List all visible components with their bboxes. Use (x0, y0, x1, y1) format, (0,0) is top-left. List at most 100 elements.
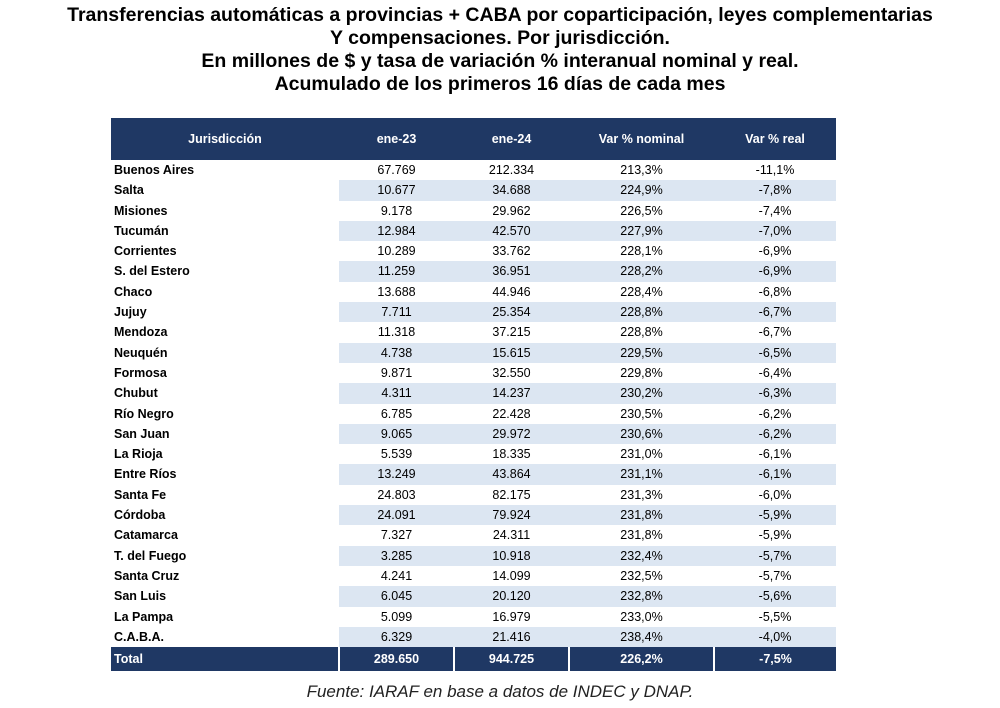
cell-jurisdiccion: Santa Cruz (111, 565, 339, 587)
cell-var-nominal: 227,9% (569, 220, 714, 242)
table-row: Río Negro 6.785 22.428 230,5% -6,2% (111, 403, 836, 424)
table-row: Córdoba 24.091 79.924 231,8% -5,9% (111, 505, 836, 526)
table-row: Mendoza 11.318 37.215 228,8% -6,7% (111, 322, 836, 343)
cell-jurisdiccion: T. del Fuego (111, 545, 339, 566)
report-title: Transferencias automáticas a provincias … (0, 4, 1000, 96)
title-line-4: Acumulado de los primeros 16 días de cad… (274, 73, 726, 95)
cell-ene-23: 4.311 (339, 383, 454, 404)
cell-var-nominal: 231,8% (569, 505, 714, 526)
cell-jurisdiccion: Chubut (111, 383, 339, 404)
cell-var-nominal: 213,3% (569, 160, 714, 181)
cell-var-nominal: 231,1% (569, 464, 714, 485)
cell-ene-23: 3.285 (339, 545, 454, 566)
header-row: Jurisdicción ene-23 ene-24 Var % nominal… (111, 118, 836, 160)
cell-ene-23: 9.178 (339, 200, 454, 221)
cell-ene-24: 33.762 (454, 241, 569, 262)
title-line-1: Transferencias automáticas a provincias … (67, 4, 933, 26)
table-row: C.A.B.A. 6.329 21.416 238,4% -4,0% (111, 626, 836, 648)
cell-ene-24: 37.215 (454, 322, 569, 343)
cell-jurisdiccion: La Rioja (111, 444, 339, 465)
table-row: Tucumán 12.984 42.570 227,9% -7,0% (111, 220, 836, 242)
cell-var-real: -6,9% (714, 261, 836, 282)
table-row: Santa Fe 24.803 82.175 231,3% -6,0% (111, 484, 836, 506)
cell-var-nominal: 230,5% (569, 403, 714, 424)
table-row: Neuquén 4.738 15.615 229,5% -6,5% (111, 342, 836, 363)
header-jurisdiccion: Jurisdicción (111, 118, 339, 160)
total-var-real: -7,5% (713, 647, 836, 672)
cell-jurisdiccion: Salta (111, 180, 339, 201)
cell-var-nominal: 233,0% (569, 606, 714, 627)
table-row: Corrientes 10.289 33.762 228,1% -6,9% (111, 241, 836, 262)
cell-var-real: -6,2% (714, 403, 836, 424)
cell-var-nominal: 229,5% (569, 342, 714, 363)
cell-var-real: -6,9% (714, 241, 836, 262)
total-var-nominal: 226,2% (568, 647, 714, 672)
table-row: Buenos Aires 67.769 212.334 213,3% -11,1% (111, 160, 836, 181)
table-row: Santa Cruz 4.241 14.099 232,5% -5,7% (111, 565, 836, 587)
cell-ene-24: 24.311 (454, 525, 569, 546)
cell-ene-24: 34.688 (454, 180, 569, 201)
table-row: Chaco 13.688 44.946 228,4% -6,8% (111, 281, 836, 303)
cell-jurisdiccion: Neuquén (111, 342, 339, 363)
table-row: S. del Estero 11.259 36.951 228,2% -6,9% (111, 261, 836, 282)
cell-var-nominal: 226,5% (569, 200, 714, 221)
cell-var-nominal: 232,4% (569, 545, 714, 566)
cell-jurisdiccion: Río Negro (111, 403, 339, 424)
cell-ene-24: 14.099 (454, 565, 569, 587)
cell-var-real: -6,4% (714, 362, 836, 384)
total-label: Total (111, 647, 339, 672)
cell-ene-23: 5.539 (339, 444, 454, 465)
cell-ene-23: 6.045 (339, 586, 454, 607)
cell-var-real: -6,1% (714, 444, 836, 465)
header-ene-24: ene-24 (454, 118, 569, 160)
cell-ene-24: 20.120 (454, 586, 569, 607)
table-row: Chubut 4.311 14.237 230,2% -6,3% (111, 383, 836, 404)
cell-var-nominal: 232,8% (569, 586, 714, 607)
cell-jurisdiccion: Mendoza (111, 322, 339, 343)
table-header: Jurisdicción ene-23 ene-24 Var % nominal… (111, 118, 836, 160)
cell-var-real: -7,0% (714, 220, 836, 242)
cell-ene-23: 7.327 (339, 525, 454, 546)
cell-ene-24: 21.416 (454, 626, 569, 648)
table-row: Salta 10.677 34.688 224,9% -7,8% (111, 180, 836, 201)
cell-ene-24: 10.918 (454, 545, 569, 566)
cell-ene-23: 12.984 (339, 220, 454, 242)
cell-ene-24: 15.615 (454, 342, 569, 363)
cell-ene-24: 18.335 (454, 444, 569, 465)
table-row: T. del Fuego 3.285 10.918 232,4% -5,7% (111, 545, 836, 566)
cell-var-nominal: 228,1% (569, 241, 714, 262)
cell-ene-24: 29.972 (454, 423, 569, 445)
cell-var-real: -6,7% (714, 322, 836, 343)
cell-var-real: -5,6% (714, 586, 836, 607)
cell-var-real: -6,7% (714, 302, 836, 323)
cell-jurisdiccion: S. del Estero (111, 261, 339, 282)
cell-var-real: -11,1% (714, 160, 836, 181)
cell-var-nominal: 231,3% (569, 484, 714, 506)
cell-var-real: -5,9% (714, 525, 836, 546)
cell-ene-23: 7.711 (339, 302, 454, 323)
cell-jurisdiccion: Catamarca (111, 525, 339, 546)
cell-ene-24: 42.570 (454, 220, 569, 242)
cell-ene-24: 25.354 (454, 302, 569, 323)
cell-var-nominal: 238,4% (569, 626, 714, 648)
cell-ene-24: 43.864 (454, 464, 569, 485)
cell-var-nominal: 231,0% (569, 444, 714, 465)
table-row: Formosa 9.871 32.550 229,8% -6,4% (111, 362, 836, 384)
cell-ene-24: 16.979 (454, 606, 569, 627)
table-row: Entre Ríos 13.249 43.864 231,1% -6,1% (111, 464, 836, 485)
cell-ene-24: 44.946 (454, 281, 569, 303)
table-footer: Total 289.650 944.725 226,2% -7,5% (111, 647, 836, 672)
total-ene-24: 944.725 (453, 647, 569, 672)
cell-ene-23: 6.785 (339, 403, 454, 424)
cell-var-real: -7,8% (714, 180, 836, 201)
cell-var-real: -6,3% (714, 383, 836, 404)
cell-jurisdiccion: Corrientes (111, 241, 339, 262)
cell-var-nominal: 228,4% (569, 281, 714, 303)
cell-var-real: -4,0% (714, 626, 836, 648)
table-row: La Rioja 5.539 18.335 231,0% -6,1% (111, 444, 836, 465)
header-var-real: Var % real (714, 118, 836, 160)
cell-ene-24: 22.428 (454, 403, 569, 424)
cell-jurisdiccion: Chaco (111, 281, 339, 303)
cell-var-real: -5,7% (714, 565, 836, 587)
cell-var-nominal: 228,8% (569, 322, 714, 343)
